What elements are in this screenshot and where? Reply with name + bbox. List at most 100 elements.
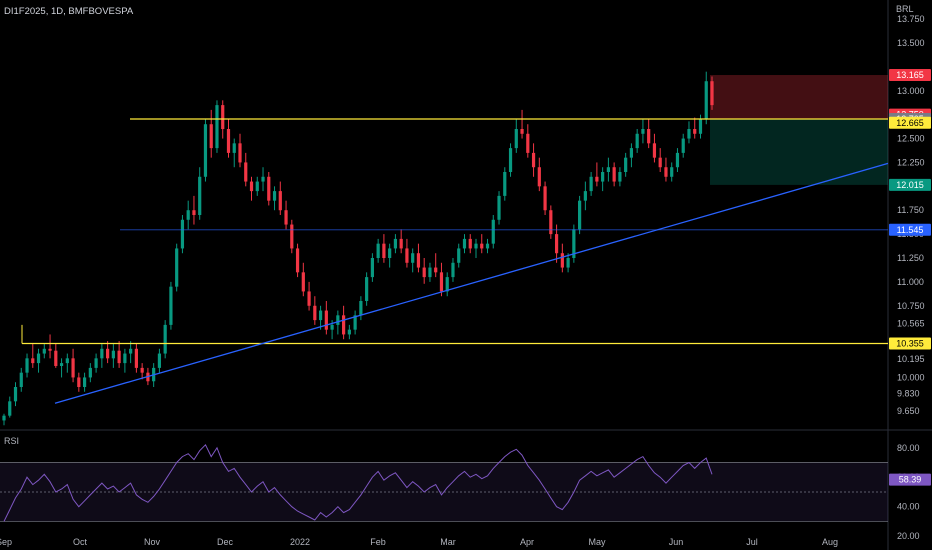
candle-body — [503, 172, 507, 196]
candle-body — [445, 277, 449, 292]
candle-body — [428, 267, 432, 278]
candle-body — [209, 124, 213, 149]
price-tag-label: 12.015 — [896, 180, 924, 190]
take-profit-zone[interactable] — [710, 118, 888, 185]
y-tick-label: 10.750 — [897, 301, 925, 311]
candle-body — [347, 329, 351, 335]
candle-body — [336, 315, 340, 325]
symbol-title[interactable]: DI1F2025, 1D, BMFBOVESPA — [4, 6, 134, 17]
rsi-label[interactable]: RSI — [4, 436, 19, 446]
candle-body — [198, 176, 202, 215]
x-tick-label: Dec — [217, 537, 234, 547]
candle-body — [36, 353, 41, 364]
price-tag-label: 13.165 — [896, 70, 924, 80]
y-tick-label: 13.000 — [897, 86, 925, 96]
candle-body — [497, 195, 501, 220]
y-tick-label: 9.830 — [897, 389, 920, 399]
y-tick-label: 10.565 — [897, 318, 925, 328]
candle-body — [687, 129, 691, 139]
candle-body — [641, 129, 645, 134]
candle-body — [2, 415, 6, 421]
candle-body — [13, 387, 18, 402]
candle-body — [111, 350, 115, 359]
candle-body — [8, 401, 12, 416]
price-tag-label: 10.355 — [896, 339, 924, 349]
candle-body — [157, 353, 162, 368]
x-tick-label: Nov — [144, 537, 161, 547]
candle-body — [485, 243, 490, 249]
x-tick-label: Sep — [0, 537, 12, 547]
candle-body — [261, 176, 265, 182]
candle-body — [468, 238, 472, 249]
candle-body — [129, 348, 133, 354]
price-tag-bg — [889, 223, 931, 236]
candle-body — [411, 253, 415, 263]
candle-body — [439, 272, 444, 292]
candle-body — [106, 348, 110, 359]
drawn-lines[interactable] — [21, 118, 889, 404]
x-tick-label: Apr — [520, 537, 534, 547]
candle-body — [134, 348, 138, 368]
price-tag-bg — [889, 116, 931, 129]
candle-body — [382, 243, 386, 258]
candle-body — [77, 377, 81, 387]
candle-body — [59, 363, 64, 366]
candle-body — [25, 358, 29, 373]
candle-body — [652, 143, 657, 158]
rsi-line — [3, 443, 713, 522]
candle-body — [238, 143, 242, 163]
price-tags: 13.16512.75012.70512.66512.01511.54510.3… — [889, 69, 931, 486]
price-tag-label: 11.545 — [897, 225, 924, 235]
candle-body — [566, 258, 570, 268]
candle-body — [267, 176, 271, 201]
rsi-tick-label: 40.00 — [897, 502, 920, 512]
candle-body — [595, 176, 599, 182]
candle-body — [670, 167, 674, 177]
candle-body — [342, 315, 346, 335]
candle-body — [19, 372, 23, 387]
currency-label[interactable]: BRL — [896, 4, 914, 14]
y-tick-label: 12.500 — [897, 134, 925, 144]
candle-body — [82, 377, 87, 387]
candle-body — [554, 234, 559, 254]
y-tick-label: 11.250 — [897, 253, 924, 263]
x-tick-label: May — [588, 537, 606, 547]
candle-body — [612, 167, 616, 182]
x-tick-label: Feb — [370, 537, 386, 547]
position-zones — [710, 75, 888, 185]
candle-body — [647, 129, 651, 144]
x-tick-label: 2022 — [290, 537, 310, 547]
candle-body — [186, 210, 190, 220]
stop-loss-zone[interactable] — [710, 75, 888, 119]
candle-body — [48, 348, 52, 351]
x-tick-label: Aug — [822, 537, 838, 547]
candle-body — [290, 224, 294, 249]
candle-body — [618, 172, 622, 182]
candle-body — [543, 186, 547, 211]
candle-body — [549, 210, 553, 235]
candle-body — [307, 291, 311, 306]
candle-body — [54, 350, 58, 366]
candle-body — [232, 143, 236, 153]
candle-body — [71, 358, 75, 378]
candle-body — [192, 210, 196, 215]
candle-body — [589, 176, 593, 192]
candle-body — [175, 248, 179, 287]
rsi-tick-label: 80.00 — [897, 443, 920, 453]
candle-body — [520, 129, 524, 134]
trend-line[interactable] — [54, 162, 889, 404]
candle-body — [244, 162, 248, 182]
candle-body — [272, 191, 277, 201]
candle-body — [42, 348, 46, 354]
candle-body — [601, 172, 605, 182]
candle-body — [393, 238, 398, 249]
price-tag-bg — [889, 337, 931, 350]
candle-body — [330, 324, 334, 330]
candle-body — [624, 157, 628, 172]
candle-body — [370, 258, 374, 278]
candle-body — [583, 191, 587, 201]
candle-body — [318, 310, 323, 321]
candle-body — [422, 267, 426, 278]
